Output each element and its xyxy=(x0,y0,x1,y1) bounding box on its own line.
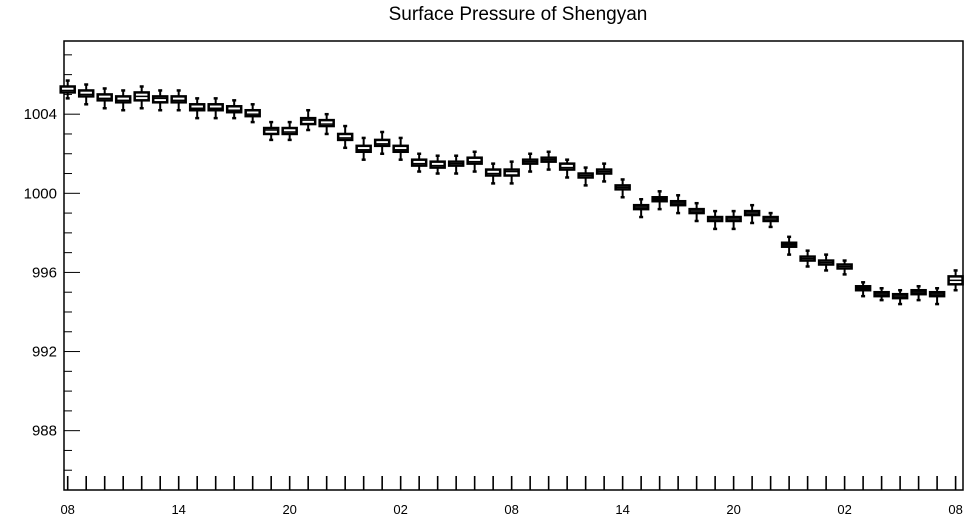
box-body xyxy=(299,116,317,126)
box xyxy=(336,124,354,150)
box xyxy=(410,152,428,173)
x-tick-label: 02 xyxy=(837,502,851,517)
box xyxy=(225,99,243,120)
box xyxy=(151,89,169,112)
box xyxy=(799,249,816,268)
box-body xyxy=(355,144,372,154)
x-tick-label: 08 xyxy=(60,502,74,517)
box xyxy=(780,235,798,256)
box-body xyxy=(392,144,409,154)
y-axis: 988 992 996 1000 1004 xyxy=(24,54,80,491)
box xyxy=(688,201,705,223)
box xyxy=(873,286,890,302)
box-body xyxy=(114,95,132,104)
y-tick-label: 992 xyxy=(32,344,57,361)
box xyxy=(836,259,853,276)
box xyxy=(133,85,150,110)
box xyxy=(170,89,187,112)
box xyxy=(262,120,280,142)
x-tick-label: 20 xyxy=(282,502,296,517)
box xyxy=(77,83,95,106)
box xyxy=(299,108,317,132)
box xyxy=(447,154,465,175)
box-body xyxy=(336,132,354,142)
x-tick-label: 20 xyxy=(726,502,740,517)
box xyxy=(632,197,650,219)
box xyxy=(484,162,502,185)
box xyxy=(854,281,872,298)
box xyxy=(429,154,446,175)
x-tick-label: 08 xyxy=(948,502,962,517)
box xyxy=(614,178,631,199)
box xyxy=(891,288,909,306)
box-body xyxy=(281,126,298,136)
x-axis: 08 14 20 02 08 14 20 02 08 xyxy=(60,476,963,517)
box xyxy=(540,150,557,171)
box xyxy=(577,166,594,187)
box xyxy=(392,136,409,161)
box xyxy=(188,97,206,120)
y-tick-label: 1004 xyxy=(24,106,57,123)
box xyxy=(466,150,483,173)
box xyxy=(817,253,835,272)
box-body xyxy=(503,168,520,177)
box xyxy=(595,162,613,183)
box-body xyxy=(77,89,95,98)
box xyxy=(743,203,761,225)
box-body xyxy=(225,105,243,114)
box xyxy=(669,194,687,215)
box xyxy=(244,103,261,124)
box xyxy=(96,87,113,110)
box-body xyxy=(318,118,335,128)
x-tick-label: 14 xyxy=(615,502,629,517)
box-body xyxy=(558,162,576,171)
box-body xyxy=(262,126,280,136)
box xyxy=(503,160,520,185)
box xyxy=(725,209,742,231)
box-body xyxy=(170,95,187,104)
y-tick-label: 1000 xyxy=(24,185,57,202)
box xyxy=(928,286,946,306)
box xyxy=(373,130,391,155)
x-tick-label: 08 xyxy=(504,502,518,517)
box xyxy=(318,112,335,136)
box xyxy=(947,269,964,292)
chart-title: Surface Pressure of Shengyan xyxy=(388,4,648,25)
y-tick-label: 988 xyxy=(32,423,57,440)
box-body xyxy=(59,85,76,94)
box xyxy=(59,79,76,100)
box-body xyxy=(410,158,428,167)
box xyxy=(207,97,224,120)
box xyxy=(651,190,668,211)
y-tick-label: 996 xyxy=(32,264,57,281)
box xyxy=(558,158,576,179)
box xyxy=(114,89,132,112)
box xyxy=(355,136,372,161)
box-body xyxy=(244,108,261,118)
x-tick-label: 14 xyxy=(171,502,185,517)
box-series xyxy=(59,79,964,306)
box xyxy=(706,209,724,231)
box xyxy=(281,120,298,142)
x-tick-label: 02 xyxy=(393,502,407,517)
box-body xyxy=(484,168,502,177)
box-body xyxy=(151,95,169,104)
box-body xyxy=(373,138,391,148)
box-body xyxy=(207,103,224,112)
box-body xyxy=(429,160,446,169)
box xyxy=(762,211,779,229)
box xyxy=(521,152,539,173)
box-body xyxy=(466,156,483,165)
box-body xyxy=(96,93,113,102)
plot-area-frame xyxy=(63,40,964,491)
box-body xyxy=(188,103,206,112)
box xyxy=(910,285,927,302)
